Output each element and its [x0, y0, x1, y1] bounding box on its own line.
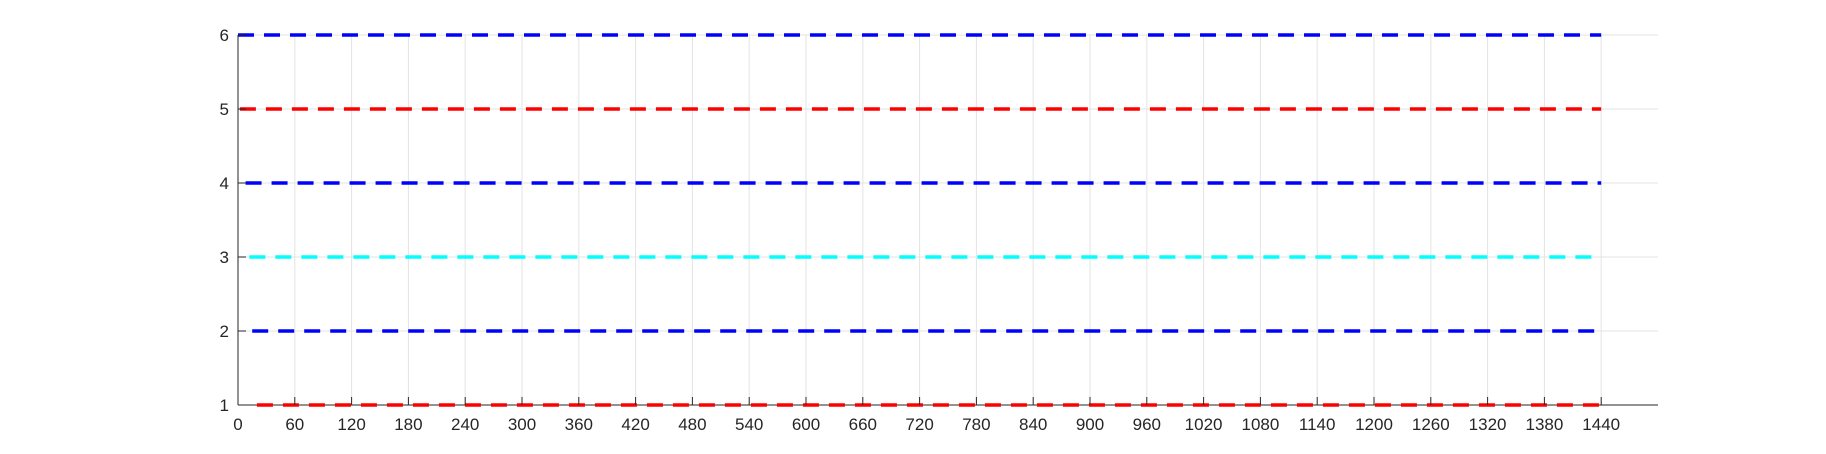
x-tick-label: 420	[621, 415, 649, 434]
series-layer	[238, 33, 1602, 407]
x-tick-label: 660	[849, 415, 877, 434]
axes	[237, 35, 1658, 406]
grid	[237, 34, 1658, 406]
x-tick-label: 600	[792, 415, 820, 434]
x-tick-label: 120	[337, 415, 365, 434]
x-tick-label: 780	[962, 415, 990, 434]
x-tick-label: 1200	[1355, 415, 1393, 434]
y-axis-ticks: 1 2 3 4 5 6	[220, 26, 246, 415]
x-tick-label: 720	[905, 415, 933, 434]
x-tick-label: 0	[233, 415, 242, 434]
x-tick-label: 480	[678, 415, 706, 434]
x-tick-label: 960	[1133, 415, 1161, 434]
x-axis-ticks: 0 60 120 180 240 300 360 420 480 540 600 660 720 780 8…	[233, 397, 1620, 434]
x-tick-label: 540	[735, 415, 763, 434]
y-tick-label: 1	[220, 396, 229, 415]
x-tick-label: 60	[285, 415, 304, 434]
x-tick-label: 1260	[1412, 415, 1450, 434]
x-tick-label: 1020	[1185, 415, 1223, 434]
x-tick-label: 1320	[1469, 415, 1507, 434]
x-tick-label: 360	[565, 415, 593, 434]
x-tick-label: 240	[451, 415, 479, 434]
y-tick-label: 6	[220, 26, 229, 45]
x-tick-label: 300	[508, 415, 536, 434]
x-tick-label: 1440	[1582, 415, 1620, 434]
x-tick-label: 1080	[1241, 415, 1279, 434]
y-tick-label: 2	[220, 322, 229, 341]
y-tick-label: 3	[220, 248, 229, 267]
x-tick-label: 840	[1019, 415, 1047, 434]
y-tick-label: 4	[220, 174, 229, 193]
x-tick-label: 1380	[1525, 415, 1563, 434]
x-tick-label: 900	[1076, 415, 1104, 434]
x-tick-label: 1140	[1299, 415, 1336, 434]
x-tick-label: 180	[394, 415, 422, 434]
y-tick-label: 5	[220, 100, 229, 119]
